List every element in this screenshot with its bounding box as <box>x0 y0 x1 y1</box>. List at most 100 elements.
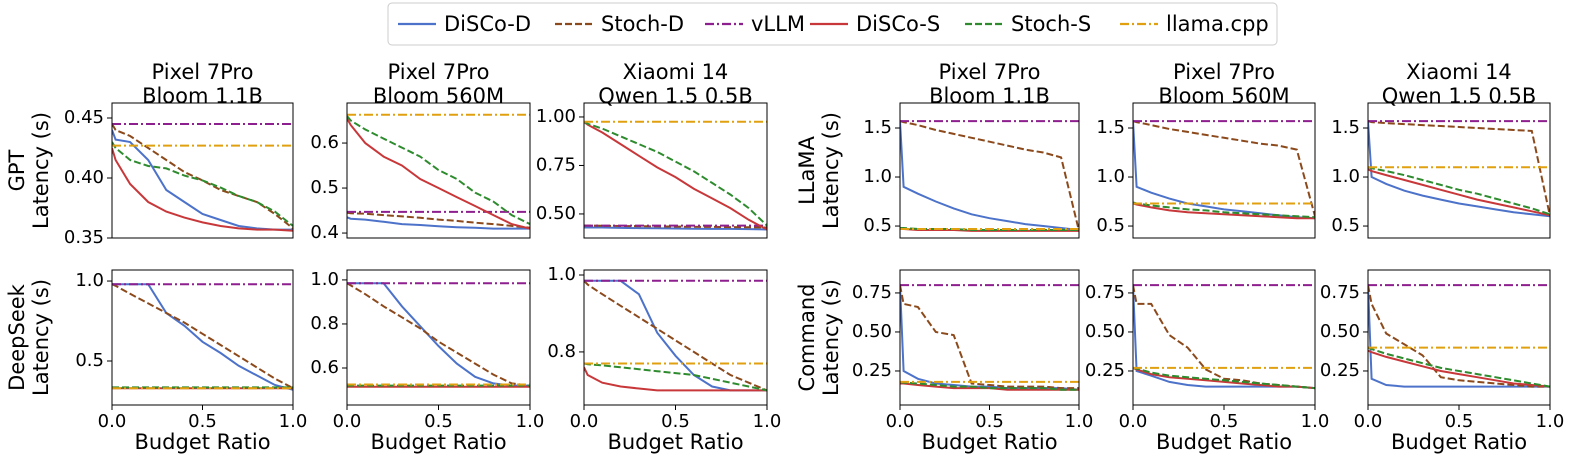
y-axis-label: Latency (s) <box>819 112 843 229</box>
y-tick-label: 0.45 <box>64 107 104 128</box>
series-line <box>1368 346 1550 388</box>
series-line <box>347 282 530 387</box>
series-line <box>900 284 1079 390</box>
y-tick-label: 0.5 <box>1096 215 1125 236</box>
panel-title: Xiaomi 14 <box>1406 60 1512 84</box>
y-axis-label: Latency (s) <box>819 279 843 396</box>
y-axis-label: DeepSeek <box>5 283 29 391</box>
series-line <box>1368 285 1550 388</box>
legend-label: vLLM <box>751 12 805 36</box>
series-line <box>347 115 530 225</box>
plot-frame <box>346 269 531 406</box>
x-axis-label: Budget Ratio <box>370 430 506 454</box>
y-tick-label: 0.5 <box>1331 215 1360 236</box>
x-tick-label: 0.5 <box>975 411 1004 432</box>
series-line <box>1133 366 1315 390</box>
y-tick-label: 0.75 <box>852 282 892 303</box>
x-tick-label: 1.0 <box>1301 411 1330 432</box>
series-line <box>112 283 293 391</box>
plot-frame <box>899 269 1080 406</box>
y-axis-label: Latency (s) <box>29 112 53 229</box>
x-tick-label: 0.5 <box>424 411 453 432</box>
x-tick-label: 1.0 <box>516 411 545 432</box>
series-line <box>584 362 767 392</box>
legend-label: DiSCo-D <box>444 12 531 36</box>
legend-label: llama.cpp <box>1166 12 1269 36</box>
x-tick-label: 0.0 <box>1354 411 1383 432</box>
x-axis-label: Budget Ratio <box>1156 430 1292 454</box>
series-line <box>1368 120 1550 217</box>
plot-frame <box>111 269 294 406</box>
plot-frame <box>111 102 294 239</box>
y-tick-label: 0.8 <box>547 341 576 362</box>
series-line <box>1133 202 1315 220</box>
panel-title: Bloom 1.1B <box>142 84 263 108</box>
x-tick-label: 0.5 <box>661 411 690 432</box>
y-tick-label: 0.25 <box>1320 360 1360 381</box>
plot-frame <box>899 102 1080 239</box>
y-tick-label: 1.5 <box>1331 117 1360 138</box>
y-axis-label: Latency (s) <box>29 279 53 396</box>
y-tick-label: 1.0 <box>1331 166 1360 187</box>
y-tick-label: 0.4 <box>310 222 339 243</box>
y-tick-label: 0.5 <box>75 350 104 371</box>
y-axis-label: Command <box>795 284 819 392</box>
legend-label: Stoch-D <box>601 12 684 36</box>
y-tick-label: 0.6 <box>310 357 339 378</box>
y-tick-label: 0.35 <box>64 227 104 248</box>
series-line <box>347 282 530 387</box>
series-line <box>347 211 530 229</box>
x-tick-label: 1.0 <box>279 411 308 432</box>
series-line <box>1133 284 1315 390</box>
series-line <box>1133 285 1315 390</box>
y-tick-label: 0.5 <box>863 215 892 236</box>
series-line <box>1368 349 1550 388</box>
y-axis-label: LLaMA <box>795 135 819 204</box>
plot-frame <box>583 269 768 406</box>
series-line <box>112 141 293 227</box>
series-line <box>1133 120 1315 217</box>
series-line <box>1133 121 1315 220</box>
x-axis-label: Budget Ratio <box>1391 430 1527 454</box>
y-tick-label: 1.0 <box>310 269 339 290</box>
y-tick-label: 0.25 <box>852 360 892 381</box>
x-axis-label: Budget Ratio <box>921 430 1057 454</box>
plot-frame <box>583 102 768 239</box>
plot-frame <box>1132 269 1316 406</box>
series-line <box>900 380 1079 391</box>
panel-title: Pixel 7Pro <box>388 60 490 84</box>
plot-frame <box>1132 102 1316 239</box>
series-line <box>1133 366 1315 390</box>
y-tick-label: 0.8 <box>310 313 339 334</box>
y-tick-label: 0.50 <box>852 321 892 342</box>
x-axis-label: Budget Ratio <box>607 430 743 454</box>
x-tick-label: 0.5 <box>1445 411 1474 432</box>
series-line <box>112 129 293 231</box>
panel-title: Qwen 1.5 0.5B <box>1382 84 1537 108</box>
panel-title: Pixel 7Pro <box>1173 60 1275 84</box>
y-tick-label: 1.0 <box>863 166 892 187</box>
series-line <box>112 123 293 230</box>
series-line <box>112 283 293 390</box>
y-tick-label: 1.0 <box>1096 166 1125 187</box>
y-tick-label: 1.00 <box>536 106 576 127</box>
x-tick-label: 1.0 <box>753 411 782 432</box>
x-tick-label: 0.0 <box>570 411 599 432</box>
series-line <box>584 121 767 231</box>
x-tick-label: 1.0 <box>1065 411 1094 432</box>
plot-frame <box>346 102 531 239</box>
y-axis-label: GPT <box>5 149 29 191</box>
y-tick-label: 1.5 <box>863 117 892 138</box>
legend-label: DiSCo-S <box>856 12 940 36</box>
series-line <box>584 224 767 229</box>
panel-title: Bloom 560M <box>373 84 504 108</box>
panel-title: Bloom 1.1B <box>929 84 1050 108</box>
y-tick-label: 1.0 <box>75 270 104 291</box>
series-line <box>900 121 1079 231</box>
x-tick-label: 0.5 <box>1210 411 1239 432</box>
panel-title: Bloom 560M <box>1158 84 1289 108</box>
series-line <box>347 216 530 230</box>
y-tick-label: 0.40 <box>64 167 104 188</box>
series-line <box>112 147 293 232</box>
